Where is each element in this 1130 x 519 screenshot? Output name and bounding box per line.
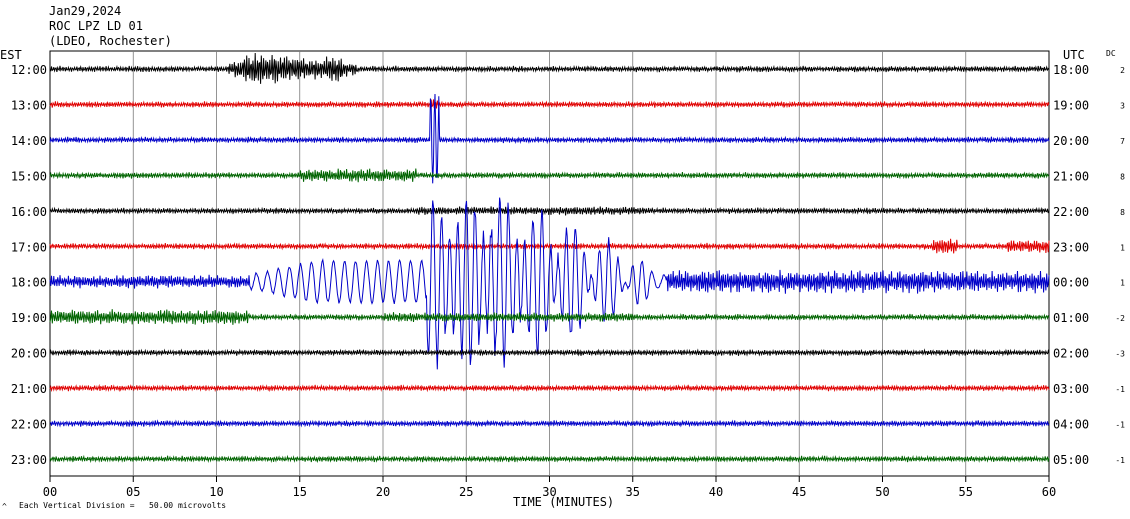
dc-label: -1 xyxy=(1115,385,1125,394)
utc-label: 19:00 xyxy=(1053,98,1089,112)
est-label: 21:00 xyxy=(11,382,47,396)
dc-label: 8 xyxy=(1120,172,1125,181)
trace-line xyxy=(49,238,1050,254)
utc-label: 03:00 xyxy=(1053,382,1089,396)
trace-line xyxy=(49,206,1050,216)
x-tick-label: 05 xyxy=(126,485,140,499)
est-label: 14:00 xyxy=(11,134,47,148)
trace-line xyxy=(49,93,1050,184)
date-label: Jan29,2024 xyxy=(49,4,122,18)
dc-label: 3 xyxy=(1120,101,1125,110)
dc-label: -2 xyxy=(1115,314,1125,323)
est-label: 15:00 xyxy=(11,169,47,183)
station-label: ROC LPZ LD 01 xyxy=(49,19,143,33)
utc-label: 05:00 xyxy=(1053,453,1089,467)
est-label: 18:00 xyxy=(11,276,47,290)
utc-label: 18:00 xyxy=(1053,63,1089,77)
x-tick-label: 30 xyxy=(542,485,556,499)
scale-note: Each Vertical Division = 50.00 microvolt… xyxy=(19,501,227,510)
trace-line xyxy=(49,197,1050,370)
est-label: 22:00 xyxy=(11,418,47,432)
dc-label: 2 xyxy=(1120,66,1125,75)
trace-line xyxy=(49,99,1050,109)
utc-label: 01:00 xyxy=(1053,311,1089,325)
x-tick-label: 15 xyxy=(293,485,307,499)
dc-label: 8 xyxy=(1120,208,1125,217)
est-label: 17:00 xyxy=(11,240,47,254)
dc-label: -1 xyxy=(1115,421,1125,430)
trace-line xyxy=(49,419,1050,428)
utc-label: 22:00 xyxy=(1053,205,1089,219)
est-label: 13:00 xyxy=(11,98,47,112)
utc-axis-title: UTC xyxy=(1063,48,1085,62)
est-label: 23:00 xyxy=(11,453,47,467)
trace-line xyxy=(49,348,1050,357)
est-axis-title: EST xyxy=(0,48,22,62)
est-label: 16:00 xyxy=(11,205,47,219)
trace-line xyxy=(49,383,1050,393)
x-tick-label: 35 xyxy=(626,485,640,499)
x-tick-label: 40 xyxy=(709,485,723,499)
est-label: 19:00 xyxy=(11,311,47,325)
x-tick-label: 10 xyxy=(209,485,223,499)
x-tick-label: 45 xyxy=(792,485,806,499)
dc-label: -3 xyxy=(1115,350,1125,359)
utc-label: 20:00 xyxy=(1053,134,1089,148)
dc-label: -1 xyxy=(1115,456,1125,465)
est-label: 20:00 xyxy=(11,347,47,361)
dc-label: 7 xyxy=(1120,137,1125,146)
utc-label: 00:00 xyxy=(1053,276,1089,290)
x-tick-label: 25 xyxy=(459,485,473,499)
utc-label: 04:00 xyxy=(1053,418,1089,432)
x-tick-label: 60 xyxy=(1042,485,1056,499)
trace-line xyxy=(49,309,1050,325)
network-label: (LDEO, Rochester) xyxy=(49,34,172,48)
footer-mark: ^ xyxy=(2,502,7,511)
est-label: 12:00 xyxy=(11,63,47,77)
utc-label: 21:00 xyxy=(1053,169,1089,183)
dc-label: 1 xyxy=(1120,279,1125,288)
x-axis-title: TIME (MINUTES) xyxy=(513,495,615,509)
utc-label: 23:00 xyxy=(1053,240,1089,254)
x-tick-label: 20 xyxy=(376,485,390,499)
x-tick-label: 50 xyxy=(875,485,889,499)
dc-column-title: DC xyxy=(1106,49,1116,58)
dc-label: 1 xyxy=(1120,243,1125,252)
utc-label: 02:00 xyxy=(1053,347,1089,361)
trace-line xyxy=(49,52,1050,84)
trace-line xyxy=(49,168,1050,183)
x-tick-label: 00 xyxy=(43,485,57,499)
x-tick-label: 55 xyxy=(959,485,973,499)
trace-line xyxy=(49,454,1050,464)
